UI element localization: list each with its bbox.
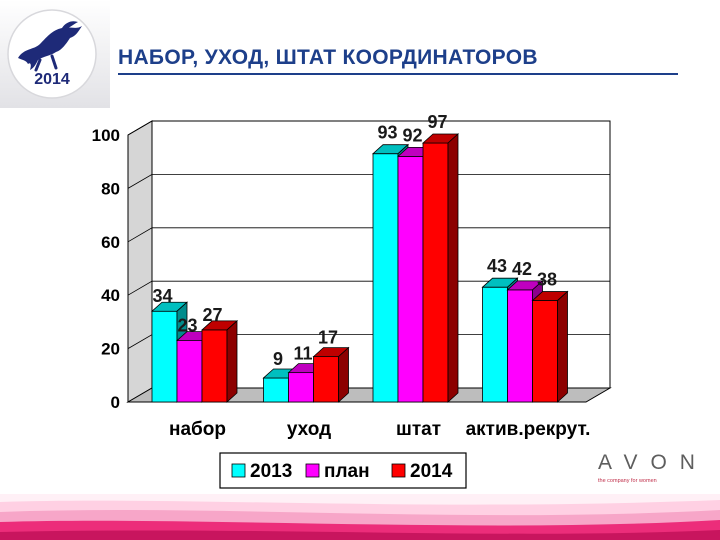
category-label: уход (287, 419, 331, 440)
brand-name: AVON (598, 451, 708, 474)
legend-swatch (231, 463, 246, 478)
category-label: набор (169, 419, 226, 440)
category-label: актив.рекрут. (466, 419, 591, 440)
data-label: 38 (537, 270, 557, 290)
bar-front (397, 155, 424, 403)
y-tick-label: 60 (101, 233, 120, 252)
logo: 2014 (0, 0, 110, 108)
bar-front (263, 377, 289, 403)
data-label: 9 (273, 349, 283, 369)
data-label: 43 (487, 256, 507, 276)
bar-side (447, 133, 459, 403)
data-label: 17 (318, 328, 338, 348)
y-tick-label: 100 (92, 126, 120, 145)
data-label: 11 (293, 344, 312, 364)
y-tick-label: 80 (101, 179, 120, 198)
page-title: НАБОР, УХОД, ШТАТ КООРДИНАТОРОВ (118, 46, 538, 69)
bar-front (288, 372, 314, 403)
legend-label: 2014 (410, 461, 453, 482)
wave-band-icon (0, 494, 720, 540)
data-label: 93 (377, 123, 397, 143)
bar-front (151, 310, 178, 403)
category-label: штат (396, 419, 441, 440)
bar-front (176, 340, 203, 403)
chart-side-wall (127, 120, 153, 403)
y-tick-label: 40 (101, 286, 120, 305)
data-label: 92 (402, 125, 422, 145)
horse-logo-icon: 2014 (0, 0, 110, 108)
bar-front (372, 153, 399, 403)
gridline (127, 120, 610, 136)
legend-label: план (324, 461, 370, 482)
bar-front (482, 286, 508, 403)
bottom-decor-band (0, 494, 720, 540)
legend-label: 2013 (250, 461, 292, 482)
y-tick-label: 20 (101, 340, 120, 359)
legend-swatch (305, 463, 320, 478)
bar-front (201, 329, 228, 403)
brand-tagline: the company for women (598, 478, 657, 484)
data-label: 34 (152, 286, 172, 306)
data-label: 23 (177, 316, 197, 336)
brand-block: AVON the company for women (598, 451, 708, 491)
data-label: 27 (202, 305, 222, 325)
bar-front (313, 356, 339, 403)
legend-swatch (391, 463, 406, 478)
y-tick-label: 0 (111, 393, 120, 412)
bar-front (507, 289, 533, 403)
legend-box (219, 452, 467, 489)
logo-year-text: 2014 (34, 71, 70, 88)
bar-side (338, 346, 349, 403)
bar-side (226, 320, 238, 403)
data-label: 97 (427, 112, 447, 132)
data-label: 42 (512, 259, 532, 279)
title-underline (118, 73, 678, 75)
bar-front (532, 300, 558, 403)
bar-front (422, 142, 449, 403)
bar-side (557, 290, 568, 403)
